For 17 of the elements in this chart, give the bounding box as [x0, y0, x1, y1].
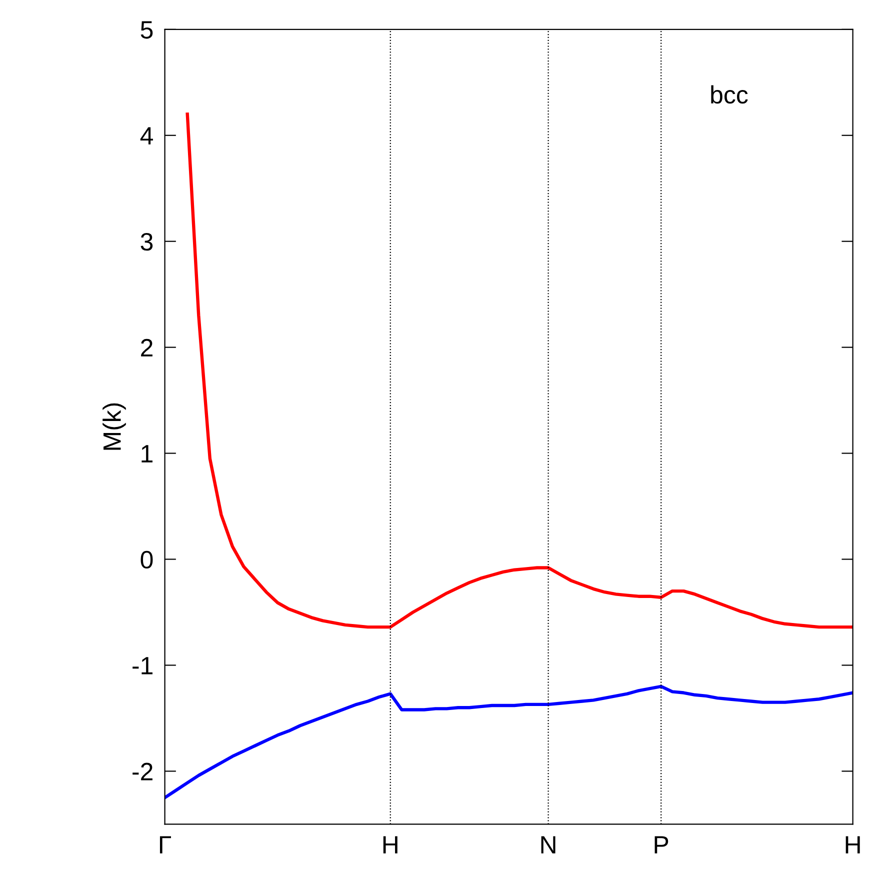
y-tick-label: -2: [132, 762, 152, 780]
y-tick-label: 1: [142, 445, 152, 462]
x-tick-label: Γ: [160, 836, 171, 854]
y-tick-label: 3: [140, 232, 153, 251]
y-tick-label: 2: [141, 338, 152, 356]
y-axis-title: M(k): [102, 403, 126, 450]
x-tick-label: H: [383, 836, 398, 854]
x-tick-label: N: [541, 836, 556, 854]
annotation: bcc: [711, 85, 748, 104]
y-tick-label: 5: [140, 21, 153, 39]
y-tick-label: 4: [140, 127, 153, 144]
line-series: [164, 684, 853, 800]
x-tick-label: P: [654, 836, 668, 854]
x-tick-label: H: [846, 836, 860, 854]
line-series: [186, 112, 853, 629]
y-tick-label: -1: [132, 657, 152, 674]
y-tick-label: 0: [140, 550, 153, 569]
